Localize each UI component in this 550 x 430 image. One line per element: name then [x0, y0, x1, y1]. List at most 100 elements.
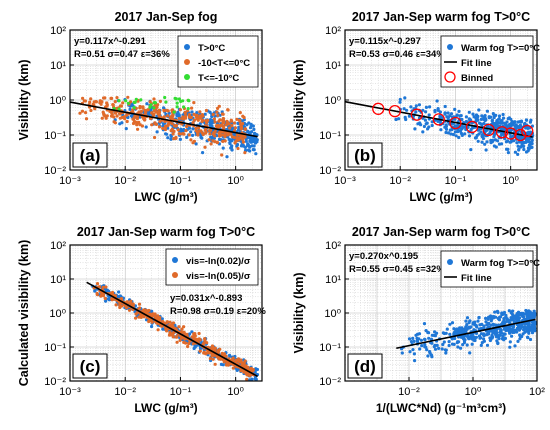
data-point — [485, 343, 490, 347]
data-point — [243, 151, 247, 155]
data-point — [509, 140, 513, 144]
data-point — [440, 347, 444, 351]
data-point — [470, 342, 474, 346]
data-point — [207, 138, 211, 142]
y-axis-label: Visibility (km) — [292, 272, 306, 353]
data-point — [235, 117, 239, 121]
legend-marker — [184, 74, 190, 80]
binned-point — [482, 123, 495, 137]
data-point — [155, 130, 159, 134]
data-point — [493, 138, 498, 142]
panel-label-box — [347, 353, 383, 379]
y-tick-label: 10¹ — [325, 60, 341, 72]
data-point — [155, 110, 159, 114]
data-point — [458, 114, 462, 118]
legend-label: Warm fog T>=0°C — [461, 258, 540, 269]
data-point — [508, 331, 512, 335]
data-point — [195, 111, 199, 115]
annotation-1: y=0.031x^-0.893 — [170, 293, 242, 304]
data-point — [528, 143, 532, 148]
data-point — [478, 336, 482, 340]
data-point — [100, 116, 104, 120]
data-point — [432, 333, 436, 337]
data-point — [228, 362, 232, 366]
data-point — [519, 145, 523, 149]
fit-line — [396, 318, 536, 350]
data-point — [435, 343, 439, 347]
data-point — [477, 108, 481, 112]
data-point — [454, 134, 458, 138]
data-point — [152, 112, 156, 117]
data-point — [403, 96, 407, 100]
data-point — [522, 147, 526, 152]
data-point — [114, 303, 118, 307]
data-point — [525, 315, 530, 319]
data-point — [131, 121, 136, 126]
x-tick-label: 10⁰ — [227, 175, 244, 187]
data-point — [452, 342, 456, 346]
data-point — [184, 341, 188, 345]
data-point — [221, 146, 225, 150]
data-point — [426, 354, 430, 358]
data-point — [465, 343, 469, 347]
data-point — [516, 144, 520, 148]
data-point — [480, 133, 484, 137]
data-point — [424, 329, 428, 333]
data-points — [400, 308, 538, 363]
data-point — [232, 121, 236, 125]
data-point — [194, 126, 198, 130]
data-point — [501, 334, 505, 338]
data-point — [95, 293, 99, 297]
legend: vis=-ln(0.02)/σ vis=-ln(0.05)/σ — [165, 248, 259, 286]
data-point — [238, 118, 242, 122]
data-point — [522, 328, 526, 332]
data-point — [165, 329, 169, 333]
data-point — [181, 115, 185, 119]
data-point — [448, 332, 452, 336]
data-point — [435, 99, 439, 103]
data-point — [172, 110, 176, 114]
data-point — [462, 336, 466, 340]
data-point — [509, 135, 513, 139]
data-point — [505, 327, 510, 331]
data-point — [241, 140, 245, 144]
data-point — [497, 117, 501, 121]
annotation-2: R=0.98 σ=0.19 ε=20% — [170, 306, 266, 317]
data-point — [182, 330, 186, 334]
data-point — [501, 112, 505, 117]
data-point — [464, 119, 468, 124]
data-point — [414, 104, 418, 108]
data-point — [226, 108, 230, 112]
data-point — [457, 135, 461, 140]
data-point — [466, 336, 470, 340]
data-point — [204, 131, 208, 135]
legend-marker — [172, 257, 178, 263]
data-point — [138, 104, 142, 109]
data-point — [128, 107, 132, 111]
y-ticks: 10⁻² 10⁻¹ 10⁰ 10¹ 10² — [319, 240, 349, 388]
data-point — [461, 125, 465, 129]
x-tick-label: 10² — [529, 386, 545, 398]
fit-line — [69, 101, 258, 138]
data-point — [175, 114, 179, 118]
data-point — [170, 114, 174, 119]
data-point — [251, 148, 255, 152]
data-point — [228, 126, 232, 130]
panel-label-box — [347, 142, 383, 168]
data-point — [212, 136, 216, 140]
chart-panel-4: 10⁻² 10⁻¹ 10⁰ 10¹ 10² 10⁻² 10⁰ 10² 2017 Jan-Sep … — [292, 225, 545, 415]
data-point — [187, 113, 191, 117]
data-point — [117, 290, 121, 294]
data-point — [216, 106, 220, 110]
data-point — [460, 117, 464, 122]
data-point — [211, 346, 216, 350]
data-point — [523, 121, 527, 126]
data-point — [483, 142, 487, 146]
data-point — [519, 120, 524, 124]
data-point — [402, 107, 406, 111]
data-point — [171, 108, 175, 112]
data-point — [104, 299, 108, 303]
fit-annotation: y=0.031x^-0.893 R=0.98 σ=0.19 ε=20% — [170, 293, 266, 317]
data-point — [254, 152, 258, 156]
